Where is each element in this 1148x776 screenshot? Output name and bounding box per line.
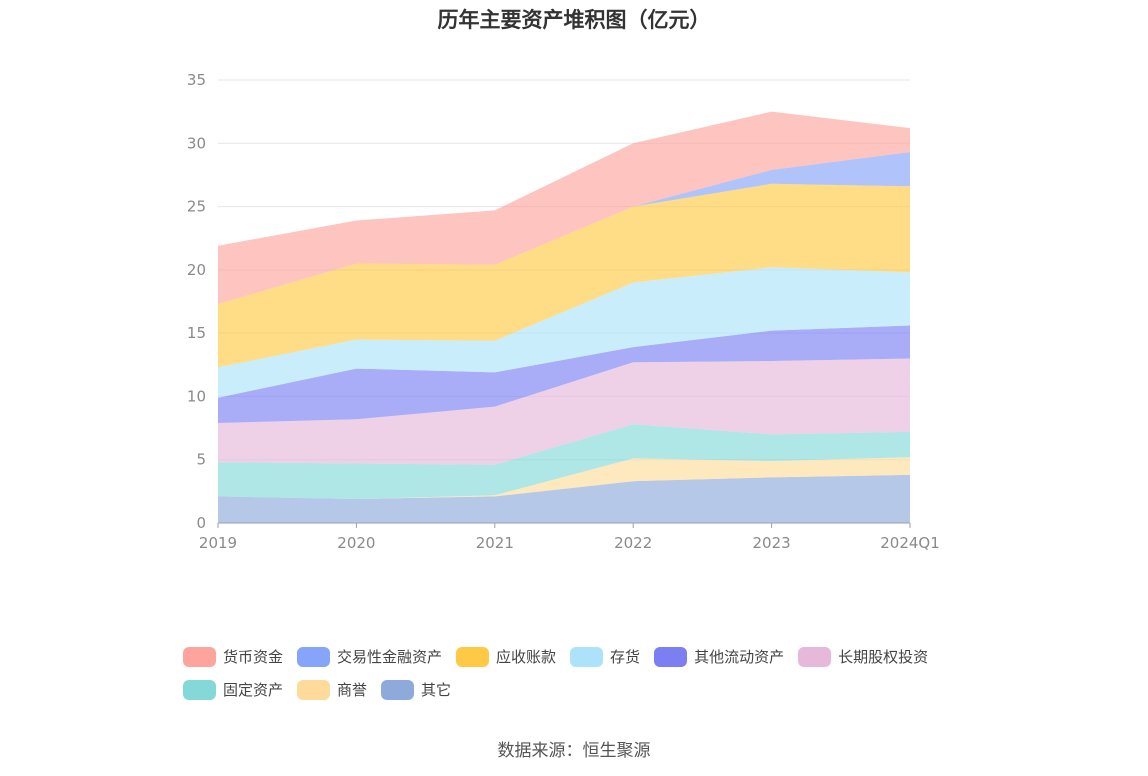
- legend-label: 固定资产: [223, 681, 284, 699]
- y-tick-label: 15: [187, 324, 206, 342]
- legend-label: 交易性金融资产: [337, 648, 443, 666]
- y-tick-label: 5: [196, 451, 206, 469]
- legend-label: 商誉: [337, 681, 368, 699]
- area-长期股权投资: [218, 358, 910, 465]
- area-固定资产: [218, 424, 910, 499]
- x-tick-label: 2024Q1: [880, 534, 940, 552]
- area-series: [218, 111, 910, 523]
- legend-item[interactable]: 交易性金融资产: [297, 646, 442, 667]
- legend-row: 货币资金 交易性金融资产 应收账款 存货 其他流动资产 长期股权投资: [183, 640, 1003, 673]
- x-tick-label: 2020: [337, 534, 375, 552]
- data-source: 数据来源：恒生聚源: [497, 741, 651, 761]
- legend-label: 长期股权投资: [838, 648, 929, 666]
- legend-item[interactable]: 固定资产: [183, 679, 283, 700]
- legend-item[interactable]: 商誉: [297, 679, 367, 700]
- y-tick-label: 20: [187, 261, 206, 279]
- legend-item[interactable]: 存货: [570, 646, 640, 667]
- y-tick-label: 25: [187, 198, 206, 216]
- stacked-area-chart: 0 5 10 15 20 25 30 35 2019 2020 2021 2022 2023 2024Q1: [187, 71, 940, 552]
- legend-row: 固定资产 商誉 其它: [183, 673, 1003, 706]
- y-tick-label: 0: [196, 514, 206, 532]
- area-其它: [218, 474, 910, 523]
- legend-label: 存货: [610, 648, 641, 666]
- area-交易性金融资产: [218, 152, 910, 304]
- legend-item[interactable]: 其他流动资产: [654, 646, 784, 667]
- legend-swatch: [654, 646, 688, 667]
- area-商誉: [218, 457, 910, 499]
- legend-label: 货币资金: [223, 648, 284, 666]
- x-tick-label: 2019: [199, 534, 237, 552]
- legend: 货币资金 交易性金融资产 应收账款 存货 其他流动资产 长期股权投资固定资产 商誉 其它: [183, 640, 1003, 706]
- legend-swatch: [297, 646, 331, 667]
- x-tick-label: 2021: [476, 534, 514, 552]
- area-应收账款: [218, 183, 910, 368]
- legend-swatch: [456, 646, 490, 667]
- legend-swatch: [570, 646, 604, 667]
- area-货币资金: [218, 111, 910, 304]
- legend-swatch: [183, 646, 216, 667]
- legend-label: 其他流动资产: [694, 648, 785, 666]
- legend-item[interactable]: 其它: [381, 679, 451, 700]
- legend-swatch: [183, 679, 216, 700]
- y-tick-label: 30: [187, 134, 206, 152]
- legend-swatch: [297, 679, 331, 700]
- legend-label: 其它: [421, 681, 452, 699]
- legend-swatch: [798, 646, 832, 667]
- chart-title: 历年主要资产堆积图（亿元）: [437, 8, 711, 32]
- legend-swatch: [381, 679, 415, 700]
- y-tick-label: 35: [187, 71, 206, 89]
- axes: 0 5 10 15 20 25 30 35 2019 2020 2021 2022 2023 2024Q1: [187, 71, 940, 552]
- legend-item[interactable]: 货币资金: [183, 646, 283, 667]
- area-其他流动资产: [218, 325, 910, 423]
- area-存货: [218, 267, 910, 398]
- x-tick-label: 2022: [614, 534, 652, 552]
- legend-label: 应收账款: [496, 648, 557, 666]
- legend-item[interactable]: 长期股权投资: [798, 646, 928, 667]
- x-tick-label: 2023: [753, 534, 791, 552]
- legend-item[interactable]: 应收账款: [456, 646, 556, 667]
- y-tick-label: 10: [187, 387, 206, 405]
